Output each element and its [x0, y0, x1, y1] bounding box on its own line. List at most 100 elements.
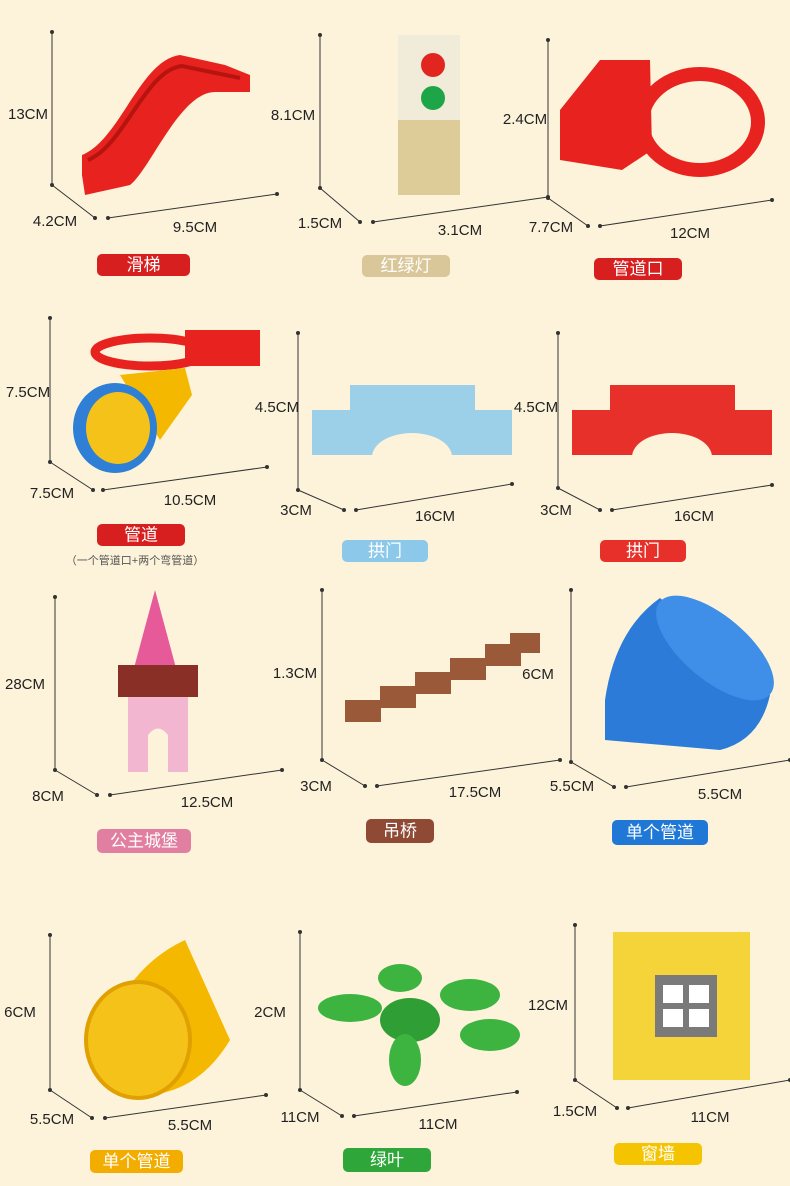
- dimension-dot: [556, 331, 560, 335]
- dimension-dot: [612, 785, 616, 789]
- product-shape: [398, 120, 460, 195]
- dimension-line: [297, 489, 345, 511]
- width-label: 12.5CM: [181, 794, 234, 811]
- product-shape: [389, 1034, 421, 1086]
- dimension-dot: [586, 224, 590, 228]
- dimension-line: [109, 769, 283, 796]
- dimension-dot: [358, 220, 362, 224]
- product-shape: [134, 590, 176, 668]
- dimension-line: [627, 1079, 790, 1109]
- name-badge: [343, 1148, 431, 1172]
- product-shape: [148, 728, 168, 772]
- height-label: 1.3CM: [273, 665, 317, 682]
- dimension-dot: [770, 198, 774, 202]
- dimension-line: [321, 759, 366, 787]
- dimension-dot: [770, 483, 774, 487]
- product-shape: [421, 86, 445, 110]
- dimension-dot: [101, 488, 105, 492]
- dimension-line: [51, 184, 96, 219]
- product-art: [73, 35, 774, 1100]
- width-label: 16CM: [674, 508, 714, 525]
- product-name: 吊桥: [383, 821, 417, 840]
- product-shape: [656, 595, 774, 701]
- product-shape: [82, 55, 250, 195]
- dimension-line: [104, 1094, 267, 1119]
- dimension-dot: [573, 923, 577, 927]
- name-badge: [97, 254, 190, 276]
- height-label: 2.4CM: [503, 111, 547, 128]
- dimension-line: [611, 484, 773, 511]
- depth-label: 5.5CM: [30, 1111, 74, 1128]
- dimension-dot: [275, 192, 279, 196]
- depth-label: 3CM: [280, 502, 312, 519]
- product-shape: [398, 35, 460, 125]
- dimension-dot: [50, 183, 54, 187]
- product-shape: [372, 433, 452, 481]
- product-shape: [87, 63, 241, 162]
- dimension-dot: [48, 1088, 52, 1092]
- product-shape: [118, 665, 198, 697]
- dimension-dot: [108, 793, 112, 797]
- dimension-dot: [342, 508, 346, 512]
- product-shape: [632, 433, 712, 481]
- dimension-dot: [573, 1078, 577, 1082]
- dimension-dot: [320, 588, 324, 592]
- depth-label: 1.5CM: [298, 215, 342, 232]
- name-badge: [97, 829, 191, 853]
- dimension-dot: [624, 785, 628, 789]
- dimension-dot: [354, 508, 358, 512]
- dimension-line: [372, 196, 549, 223]
- dimension-dot: [363, 784, 367, 788]
- width-label: 9.5CM: [173, 219, 217, 236]
- product-shape: [460, 1019, 520, 1051]
- product-shape: [345, 700, 381, 722]
- dimension-dot: [320, 758, 324, 762]
- dimension-dot: [510, 482, 514, 486]
- width-label: 10.5CM: [164, 492, 217, 509]
- product-name: 绿叶: [370, 1150, 404, 1169]
- dimension-dot: [53, 595, 57, 599]
- dimension-dot: [90, 1116, 94, 1120]
- product-name: 拱门: [626, 541, 660, 560]
- dimension-dot: [48, 460, 52, 464]
- dimension-dot: [558, 758, 562, 762]
- height-label: 7.5CM: [6, 384, 50, 401]
- dimension-dot: [103, 1116, 107, 1120]
- depth-label: 7.5CM: [30, 485, 74, 502]
- product-shape: [84, 980, 192, 1100]
- dimension-dot: [598, 508, 602, 512]
- dimension-dot: [375, 784, 379, 788]
- dimension-dot: [598, 224, 602, 228]
- dimension-dot: [610, 508, 614, 512]
- extra-label: 6CM: [522, 666, 554, 683]
- dimension-dot: [298, 930, 302, 934]
- width-label: 17.5CM: [449, 784, 502, 801]
- height-label: 8.1CM: [271, 107, 315, 124]
- name-badge: [600, 540, 686, 562]
- width-label: 3.1CM: [438, 222, 482, 239]
- name-badge: [594, 258, 682, 280]
- dimension-dot: [265, 465, 269, 469]
- product-shape: [663, 985, 683, 1003]
- dimension-line: [355, 483, 513, 511]
- product-name: 公主城堡: [110, 831, 178, 850]
- width-label: 16CM: [415, 508, 455, 525]
- dimension-dot: [298, 1088, 302, 1092]
- depth-label: 7.7CM: [529, 219, 573, 236]
- dimension-dot: [48, 933, 52, 937]
- dimension-dot: [296, 331, 300, 335]
- width-label: 11CM: [419, 1116, 458, 1133]
- width-label: 12CM: [670, 225, 710, 242]
- depth-label: 4.2CM: [33, 213, 77, 230]
- depth-label: 5.5CM: [550, 778, 594, 795]
- depth-label: 8CM: [32, 788, 64, 805]
- dimension-dot: [95, 793, 99, 797]
- product-name: 窗墙: [641, 1144, 675, 1163]
- dimension-dot: [264, 1093, 268, 1097]
- product-shape: [421, 53, 445, 77]
- product-name: 单个管道: [626, 823, 694, 842]
- dimension-dot: [556, 486, 560, 490]
- product-shape: [510, 633, 540, 653]
- dimension-dot: [280, 768, 284, 772]
